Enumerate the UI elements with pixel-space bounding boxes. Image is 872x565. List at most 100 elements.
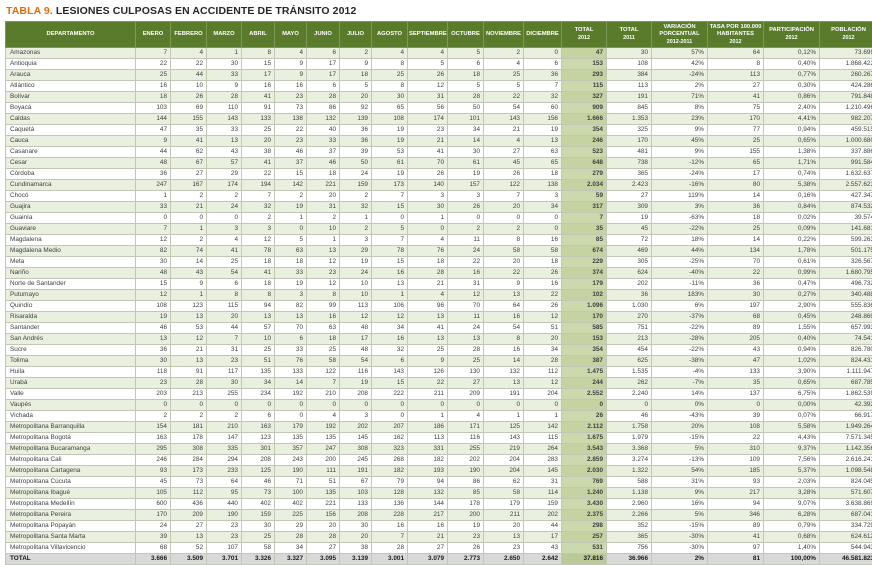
value-cell: 19 xyxy=(607,213,652,224)
value-cell: 262 xyxy=(607,378,652,389)
value-cell: 334.729 xyxy=(820,521,872,532)
value-cell: 17 xyxy=(524,532,562,543)
department-name-cell: Risaralda xyxy=(6,312,136,323)
value-cell: 0 xyxy=(408,224,448,235)
value-cell: 13 xyxy=(372,279,408,290)
value-cell: 5 xyxy=(372,224,408,235)
value-cell: 203 xyxy=(136,389,171,400)
value-cell: 71 xyxy=(275,477,307,488)
value-cell: 39.574 xyxy=(820,213,872,224)
value-cell: 33 xyxy=(207,125,242,136)
value-cell: 585 xyxy=(562,323,607,334)
value-cell: -22% xyxy=(652,345,708,356)
value-cell: 116 xyxy=(448,433,484,444)
column-header-diciembre: DICIEMBRE xyxy=(524,22,562,48)
column-header-label: TOTAL xyxy=(563,27,605,34)
value-cell: 2.034 xyxy=(562,180,607,191)
value-cell: 12 xyxy=(307,257,340,268)
value-cell: 2 xyxy=(448,224,484,235)
department-name-cell: Cesar xyxy=(6,158,136,169)
value-cell: 25 xyxy=(408,345,448,356)
value-cell: 402 xyxy=(275,499,307,510)
value-cell: 469 xyxy=(607,246,652,257)
value-cell: 982.207 xyxy=(820,114,872,125)
value-cell: 102 xyxy=(562,290,607,301)
value-cell: 57% xyxy=(652,48,708,59)
value-cell: 0,07% xyxy=(764,411,820,422)
value-cell: 25 xyxy=(307,345,340,356)
value-cell: 119% xyxy=(652,191,708,202)
value-cell: 36 xyxy=(136,169,171,180)
value-cell: 25 xyxy=(207,257,242,268)
value-cell: 0,79% xyxy=(764,521,820,532)
value-cell: 61 xyxy=(448,158,484,169)
value-cell: 3.327 xyxy=(275,554,307,565)
department-name-cell: Boyacá xyxy=(6,103,136,114)
value-cell: 0,61% xyxy=(764,257,820,268)
value-cell: 171 xyxy=(448,422,484,433)
value-cell: 85 xyxy=(448,488,484,499)
value-cell: 3,90% xyxy=(764,367,820,378)
value-cell: 43 xyxy=(171,268,207,279)
value-cell: 117 xyxy=(207,367,242,378)
value-cell: 544.943 xyxy=(820,543,872,554)
value-cell: 3.095 xyxy=(307,554,340,565)
value-cell: 19 xyxy=(372,136,408,147)
value-cell: 19 xyxy=(524,125,562,136)
column-header-sublabel: 2012-2011 xyxy=(653,39,706,45)
value-cell: 246 xyxy=(562,136,607,147)
value-cell: 2.642 xyxy=(524,554,562,565)
value-cell: 2% xyxy=(652,554,708,565)
value-cell: 18 xyxy=(340,70,372,81)
value-cell: 6 xyxy=(207,279,242,290)
value-cell: 41 xyxy=(242,92,275,103)
value-cell: 18 xyxy=(708,213,764,224)
value-cell: 12 xyxy=(136,290,171,301)
value-cell: 3 xyxy=(340,235,372,246)
value-cell: 65 xyxy=(372,103,408,114)
value-cell: 1.030 xyxy=(607,301,652,312)
value-cell: 192 xyxy=(275,389,307,400)
value-cell: 13 xyxy=(408,334,448,345)
value-cell: 1 xyxy=(340,213,372,224)
value-cell: 53 xyxy=(171,323,207,334)
value-cell: 19 xyxy=(372,169,408,180)
value-cell: 17 xyxy=(307,59,340,70)
value-cell: 4 xyxy=(307,411,340,422)
value-cell: 2 xyxy=(307,213,340,224)
value-cell: 0,77% xyxy=(764,70,820,81)
value-cell: 143 xyxy=(484,433,524,444)
value-cell: 118 xyxy=(136,367,171,378)
value-cell: 0 xyxy=(242,400,275,411)
value-cell: 46 xyxy=(242,477,275,488)
value-cell: 36 xyxy=(340,125,372,136)
value-cell: 35 xyxy=(708,378,764,389)
value-cell: 73 xyxy=(242,488,275,499)
value-cell: 327 xyxy=(562,92,607,103)
value-cell: 69 xyxy=(171,103,207,114)
value-cell: 27 xyxy=(171,169,207,180)
value-cell: 27 xyxy=(708,81,764,92)
value-cell: 7 xyxy=(136,224,171,235)
value-cell: 37 xyxy=(275,158,307,169)
value-cell: 58 xyxy=(484,488,524,499)
value-cell: 122 xyxy=(484,180,524,191)
value-cell: 26 xyxy=(171,92,207,103)
value-cell: 9,37% xyxy=(764,444,820,455)
value-cell: 9 xyxy=(408,356,448,367)
value-cell: 260.267 xyxy=(820,70,872,81)
value-cell: 2 xyxy=(171,235,207,246)
value-cell: 28 xyxy=(524,356,562,367)
value-cell: 9 xyxy=(275,70,307,81)
value-cell: 20 xyxy=(307,521,340,532)
value-cell: 178 xyxy=(448,499,484,510)
value-cell: 37 xyxy=(307,147,340,158)
value-cell: 57 xyxy=(242,323,275,334)
value-cell: 32 xyxy=(524,92,562,103)
value-cell: 12 xyxy=(448,290,484,301)
